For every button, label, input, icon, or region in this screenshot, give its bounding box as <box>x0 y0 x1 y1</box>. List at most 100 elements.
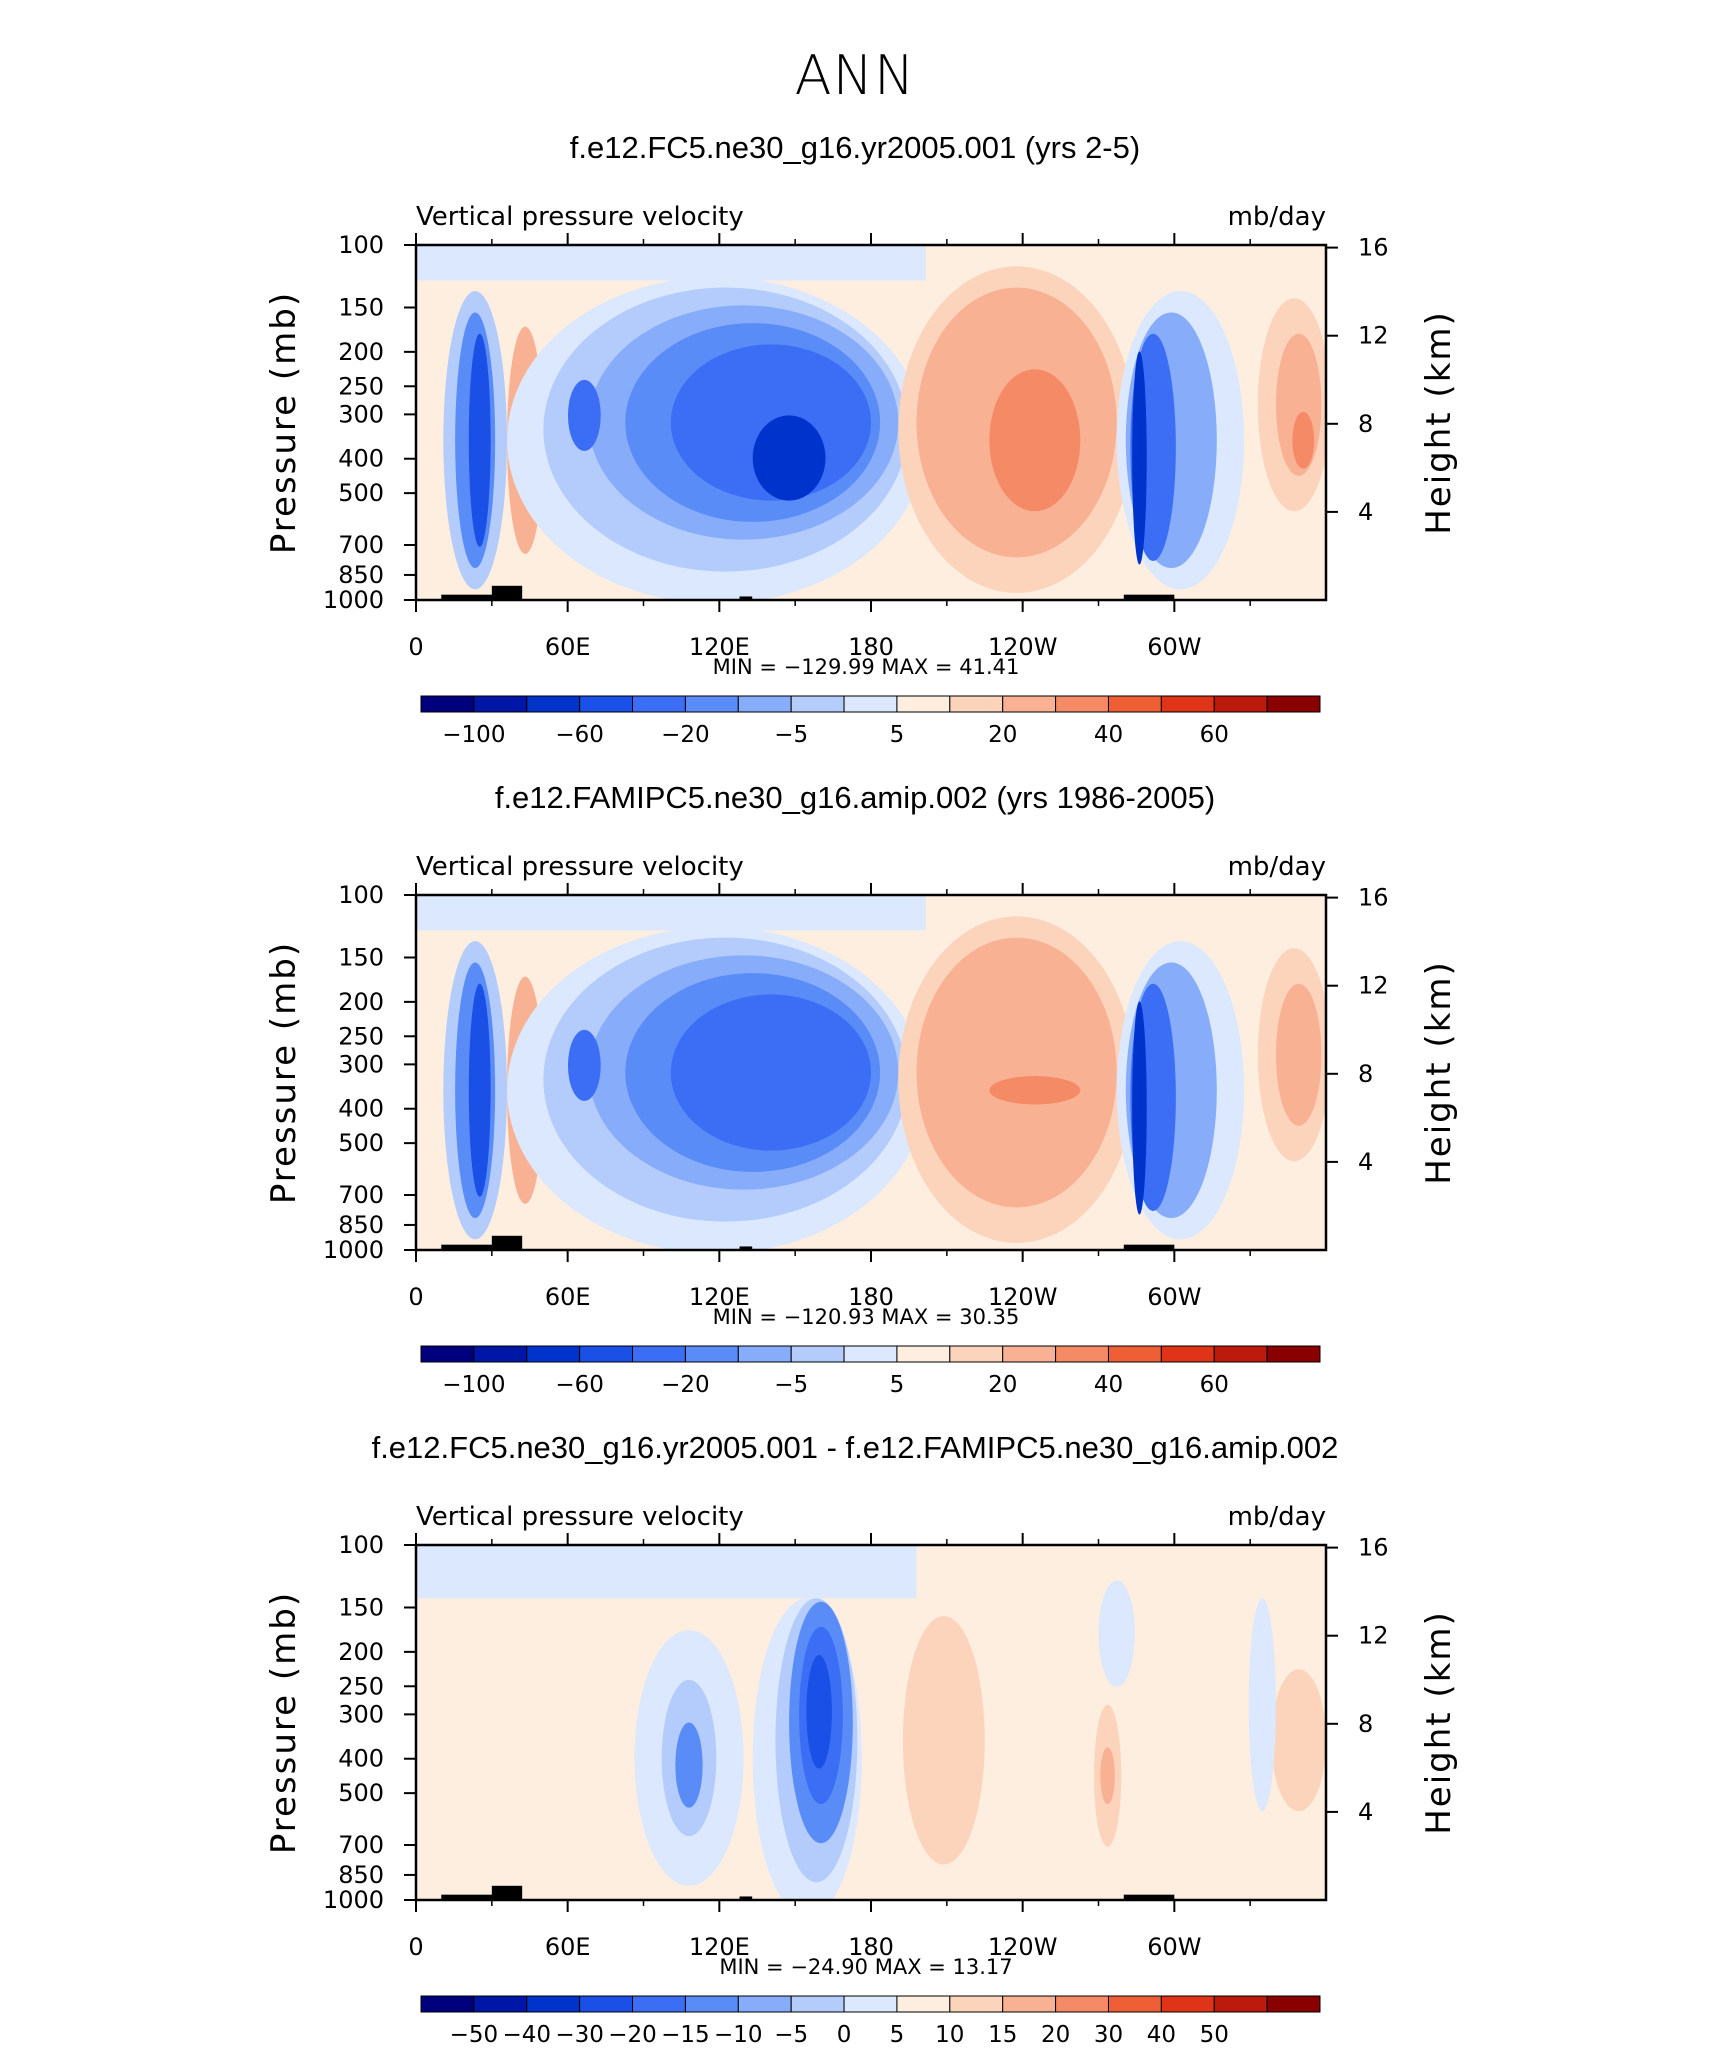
y-axis-label: Pressure (mb) <box>264 941 304 1204</box>
main-title: ANN <box>794 44 916 107</box>
colorbar-label: 20 <box>1041 2022 1070 2048</box>
x-tick-label: 120W <box>988 633 1058 661</box>
y-tick-label: 500 <box>338 1779 384 1807</box>
y2-tick-label: 4 <box>1358 1798 1373 1826</box>
colorbar-label: 40 <box>1094 722 1123 748</box>
colorbar-swatch <box>1055 1995 1109 2013</box>
colorbar-swatch <box>949 1345 1004 1363</box>
y-tick-label: 850 <box>338 561 384 589</box>
colorbar-swatch <box>896 1995 951 2013</box>
field-region <box>567 1029 601 1101</box>
colorbar-swatch <box>632 1995 686 2013</box>
colorbar-swatch <box>526 1345 581 1363</box>
field-region <box>752 415 826 501</box>
min-max-label: MIN = −120.93 MAX = 30.35 <box>713 1305 1020 1329</box>
max-value: 41.41 <box>959 655 1019 679</box>
units-label: mb/day <box>1228 202 1326 232</box>
y-tick-label: 300 <box>338 400 384 428</box>
y2-tick-label: 12 <box>1358 322 1389 350</box>
y2-tick-label: 12 <box>1358 1622 1389 1650</box>
y2-tick-label: 8 <box>1358 1060 1373 1088</box>
colorbar-label: 30 <box>1094 2022 1123 2048</box>
field-region <box>416 245 926 281</box>
colorbar-swatch <box>684 695 739 713</box>
panel-title: f.e12.FAMIPC5.ne30_g16.amip.002 (yrs 198… <box>494 780 1216 815</box>
y-tick-label: 200 <box>338 1638 384 1666</box>
topography-mask <box>739 596 753 600</box>
topography-mask <box>739 1896 753 1900</box>
field-region <box>1132 351 1147 565</box>
y-tick-label: 400 <box>338 445 384 473</box>
y2-tick-label: 16 <box>1358 884 1389 912</box>
y2-tick-label: 8 <box>1358 1710 1373 1738</box>
field-region <box>1292 411 1315 469</box>
heatmap-field <box>416 245 1326 600</box>
field-region <box>567 379 601 451</box>
colorbar-swatch <box>790 1345 845 1363</box>
colorbar-swatch <box>1213 1995 1268 2013</box>
y-tick-label: 700 <box>338 1831 384 1859</box>
colorbar-label: −100 <box>442 722 505 748</box>
topography-mask <box>491 1885 523 1900</box>
field-region <box>989 1076 1081 1105</box>
y2-tick-label: 4 <box>1358 1148 1373 1176</box>
x-tick-label: 120W <box>988 1283 1058 1311</box>
colorbar-swatch <box>1002 695 1057 713</box>
heatmap-field <box>416 895 1326 1250</box>
colorbar-swatch <box>473 1345 528 1363</box>
topography-mask <box>441 1244 505 1250</box>
y-tick-label: 1000 <box>323 586 384 614</box>
x-tick-label: 180 <box>848 1283 894 1311</box>
units-label: mb/day <box>1228 852 1326 882</box>
colorbar-swatch <box>579 1345 634 1363</box>
colorbar-swatch <box>632 1345 686 1363</box>
colorbar-label: −20 <box>661 722 710 748</box>
colorbar-label: 40 <box>1147 2022 1176 2048</box>
colorbar-label: 15 <box>988 2022 1017 2048</box>
field-region <box>989 369 1081 512</box>
chart-panel-3: f.e12.FC5.ne30_g16.yr2005.001 - f.e12.FA… <box>0 1430 1710 2070</box>
colorbar-swatch <box>949 1995 1004 2013</box>
colorbar-swatch <box>843 1345 898 1363</box>
x-tick-label: 0 <box>408 633 423 661</box>
topography-mask <box>441 1894 505 1900</box>
units-label: mb/day <box>1228 1502 1326 1532</box>
y-tick-label: 150 <box>338 944 384 972</box>
min-label: MIN = <box>713 1305 784 1329</box>
y-tick-label: 250 <box>338 1672 384 1700</box>
topography-mask <box>1123 594 1175 600</box>
heatmap-field <box>416 1545 1326 1900</box>
variable-label: Vertical pressure velocity <box>416 852 744 882</box>
y2-tick-label: 12 <box>1358 972 1389 1000</box>
y-tick-label: 300 <box>338 1700 384 1728</box>
colorbar-swatch <box>579 1995 634 2013</box>
colorbar-label: 5 <box>890 2022 905 2048</box>
field-region <box>468 333 491 547</box>
colorbar-label: 10 <box>935 2022 964 2048</box>
y-tick-label: 1000 <box>323 1236 384 1264</box>
colorbar-label: 50 <box>1200 2022 1229 2048</box>
colorbar-label: −20 <box>661 1372 710 1398</box>
colorbar-swatch <box>737 1995 792 2013</box>
y-tick-label: 300 <box>338 1050 384 1078</box>
colorbar-swatch <box>579 695 634 713</box>
colorbar-label: 5 <box>890 1372 905 1398</box>
y-tick-label: 200 <box>338 988 384 1016</box>
colorbar-swatch <box>473 695 528 713</box>
colorbar-label: −30 <box>555 2022 604 2048</box>
field-region <box>670 994 872 1151</box>
field-region <box>416 895 926 931</box>
colorbar-swatch <box>1266 1995 1321 2013</box>
colorbar-swatch <box>790 1995 845 2013</box>
y2-tick-label: 16 <box>1358 234 1389 262</box>
field-region <box>1100 1747 1115 1805</box>
x-tick-label: 60W <box>1147 1933 1201 1961</box>
colorbar-label: 60 <box>1200 722 1229 748</box>
chart-panel-1: f.e12.FC5.ne30_g16.yr2005.001 (yrs 2-5) V… <box>0 130 1710 770</box>
x-tick-label: 120E <box>689 1283 750 1311</box>
y-tick-label: 400 <box>338 1745 384 1773</box>
panel-title: f.e12.FC5.ne30_g16.yr2005.001 - f.e12.FA… <box>371 1430 1339 1465</box>
chart-svg: Vertical pressure velocity mb/day 0 60E 120E… <box>264 852 1459 1398</box>
min-label: MIN = <box>713 655 784 679</box>
max-label: MAX = <box>875 1955 953 1979</box>
